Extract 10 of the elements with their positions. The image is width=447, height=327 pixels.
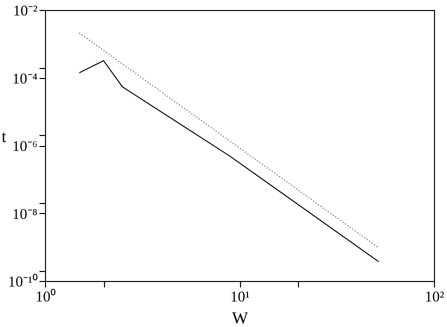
x-axis-title: W bbox=[232, 308, 249, 327]
y-tick-label: 10⁻² bbox=[13, 4, 38, 20]
y-tick-label: 10⁻⁸ bbox=[12, 206, 38, 223]
y-axis-title: t bbox=[2, 127, 7, 146]
y-tick-label: 10⁻⁶ bbox=[12, 139, 38, 155]
x-tick-label: 10¹ bbox=[230, 290, 250, 306]
x-tick-label: 10⁰ bbox=[36, 288, 56, 306]
y-tick-label: 10⁻⁴ bbox=[12, 71, 38, 88]
x-tick-label: 10² bbox=[424, 290, 445, 306]
y-tick-label: 10⁻¹⁰ bbox=[8, 274, 38, 290]
